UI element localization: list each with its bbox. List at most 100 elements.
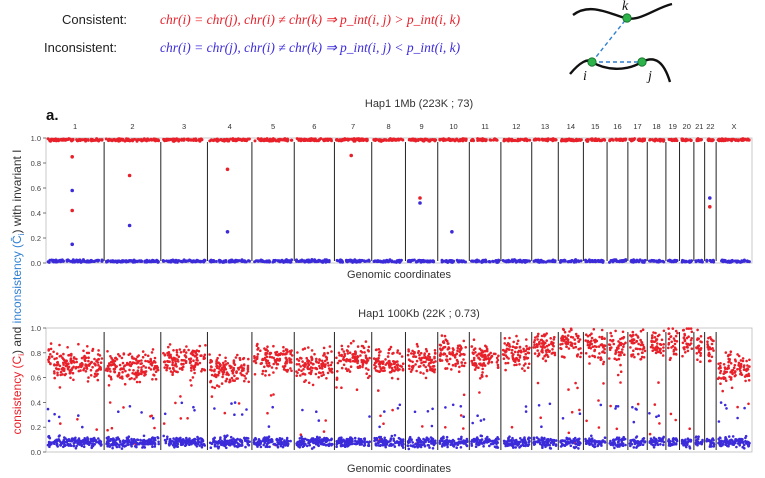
point-inconsistency-chr1 [52,260,56,264]
point-consistency-chr13 [534,138,538,142]
point-consistency-chr2 [152,359,156,363]
point-consistency-chr7 [364,367,368,370]
point-consistency-chr3 [195,358,198,362]
point-inconsistency-chr5 [278,441,282,445]
point-consistency-chr7 [344,367,348,371]
point-consistency-chr2 [122,367,125,371]
point-consistency-chr13 [551,343,555,347]
point-consistency-chr5 [289,367,292,370]
point-inconsistency-chr13 [554,439,558,442]
point-consistency-chr4 [208,353,211,356]
point-consistency-chr1 [57,367,60,371]
point-inconsistency-chr2 [115,445,119,449]
point-consistency-chr12 [514,360,517,364]
point-consistency-chr2 [130,355,134,359]
point-consistency-chr5 [268,373,271,377]
point-inconsistency-chr9 [406,444,410,447]
point-consistency-chr12 [508,348,511,351]
point-consistency-chr10 [454,364,457,368]
point-inconsistency-chr3 [193,437,197,441]
point-inconsistency-chr5 [265,437,268,440]
point-consistency-chr8 [390,376,394,380]
point-consistency-chr10 [459,353,463,356]
point-consistency-chr2 [154,370,158,374]
point-inconsistency-chr5 [285,436,289,440]
point-consistency-chr1 [96,378,100,382]
point-inconsistency-chr9 [430,424,434,428]
y-tick-label: 0.4 [31,209,41,218]
point-consistency-chr10 [447,362,451,366]
point-consistency-chr7 [347,368,350,371]
point-inconsistency-chr3 [187,438,191,442]
point-consistency-chr7 [354,350,357,354]
point-inconsistency-chr6 [324,443,328,447]
point-consistency-chr6 [320,362,323,366]
outlier-consistency-chr22 [708,205,712,209]
point-consistency-chr8 [392,351,395,355]
point-consistency-chr7 [359,350,363,353]
point-consistency-chr1 [62,357,65,361]
outlier-consistency-chr4 [225,167,230,172]
point-consistency-chr1 [67,354,70,357]
point-inconsistency-chr8 [377,440,381,444]
point-consistency-chr8 [388,366,391,369]
point-consistency-chr7 [365,360,369,363]
point-inconsistency-chr6 [325,259,329,263]
point-inconsistency-chr10 [446,445,449,449]
point-consistency-chr7 [348,137,352,141]
point-consistency-chr12 [525,338,528,341]
point-consistency-chr11 [477,352,481,356]
point-consistency-chr1 [89,368,93,372]
point-consistency-chr5 [282,368,286,371]
point-consistency-chr4 [211,385,214,389]
point-consistency-chr7 [335,378,339,381]
point-consistency-chr4 [235,370,238,373]
chromosome-label-3: 3 [182,122,186,131]
point-consistency-chr12 [523,355,526,359]
point-consistency-chr8 [373,367,377,370]
point-consistency-chr2 [131,361,135,364]
point-consistency-chr12 [515,363,518,367]
point-consistency-chr17 [638,137,642,141]
point-consistency-chr4 [243,374,246,378]
point-consistency-chr4 [209,365,213,368]
point-inconsistency-chr9 [426,437,430,441]
point-consistency-chr6 [305,356,309,360]
plot-frame [45,137,753,264]
chromosome-label-15: 15 [591,122,599,131]
point-consistency-chr4 [246,364,250,368]
point-consistency-chr8 [388,359,391,363]
point-consistency-chr6 [297,368,301,372]
point-consistency-chr4 [225,377,229,381]
point-inconsistency-chr8 [393,260,397,264]
point-consistency-chr3 [163,138,167,142]
point-consistency-chr2 [151,361,154,365]
point-inconsistency-chr10 [452,439,456,443]
point-inconsistency-chr9 [431,407,434,411]
point-consistency-chr11 [490,360,494,364]
point-inconsistency-chr1 [63,436,66,439]
point-inconsistency-chr15 [601,260,605,264]
point-inconsistency-chr11 [479,419,483,422]
point-consistency-chr19 [669,138,672,142]
point-consistency-chr3 [168,343,172,346]
point-consistency-chr11 [470,359,474,363]
point-inconsistency-chr12 [522,443,525,447]
point-inconsistency-chr9 [416,442,420,446]
point-inconsistency-chr6 [316,440,319,444]
point-consistency-chr9 [406,353,410,357]
point-consistency-chr8 [389,345,393,349]
point-inconsistency-chr4 [239,439,243,442]
point-consistency-chr5 [268,351,272,355]
point-inconsistency-chr12 [512,442,516,446]
point-inconsistency-chr9 [407,447,411,451]
point-inconsistency-chr4 [233,401,237,404]
point-inconsistency-chr12 [503,439,506,443]
point-consistency-chr7 [365,137,369,141]
point-consistency-chr2 [123,139,127,143]
point-consistency-chr7 [356,355,360,359]
chromosome-label-4: 4 [228,122,232,131]
point-inconsistency-chr8 [397,443,401,447]
point-consistency-chr5 [261,369,265,373]
point-consistency-chr12 [518,345,522,349]
